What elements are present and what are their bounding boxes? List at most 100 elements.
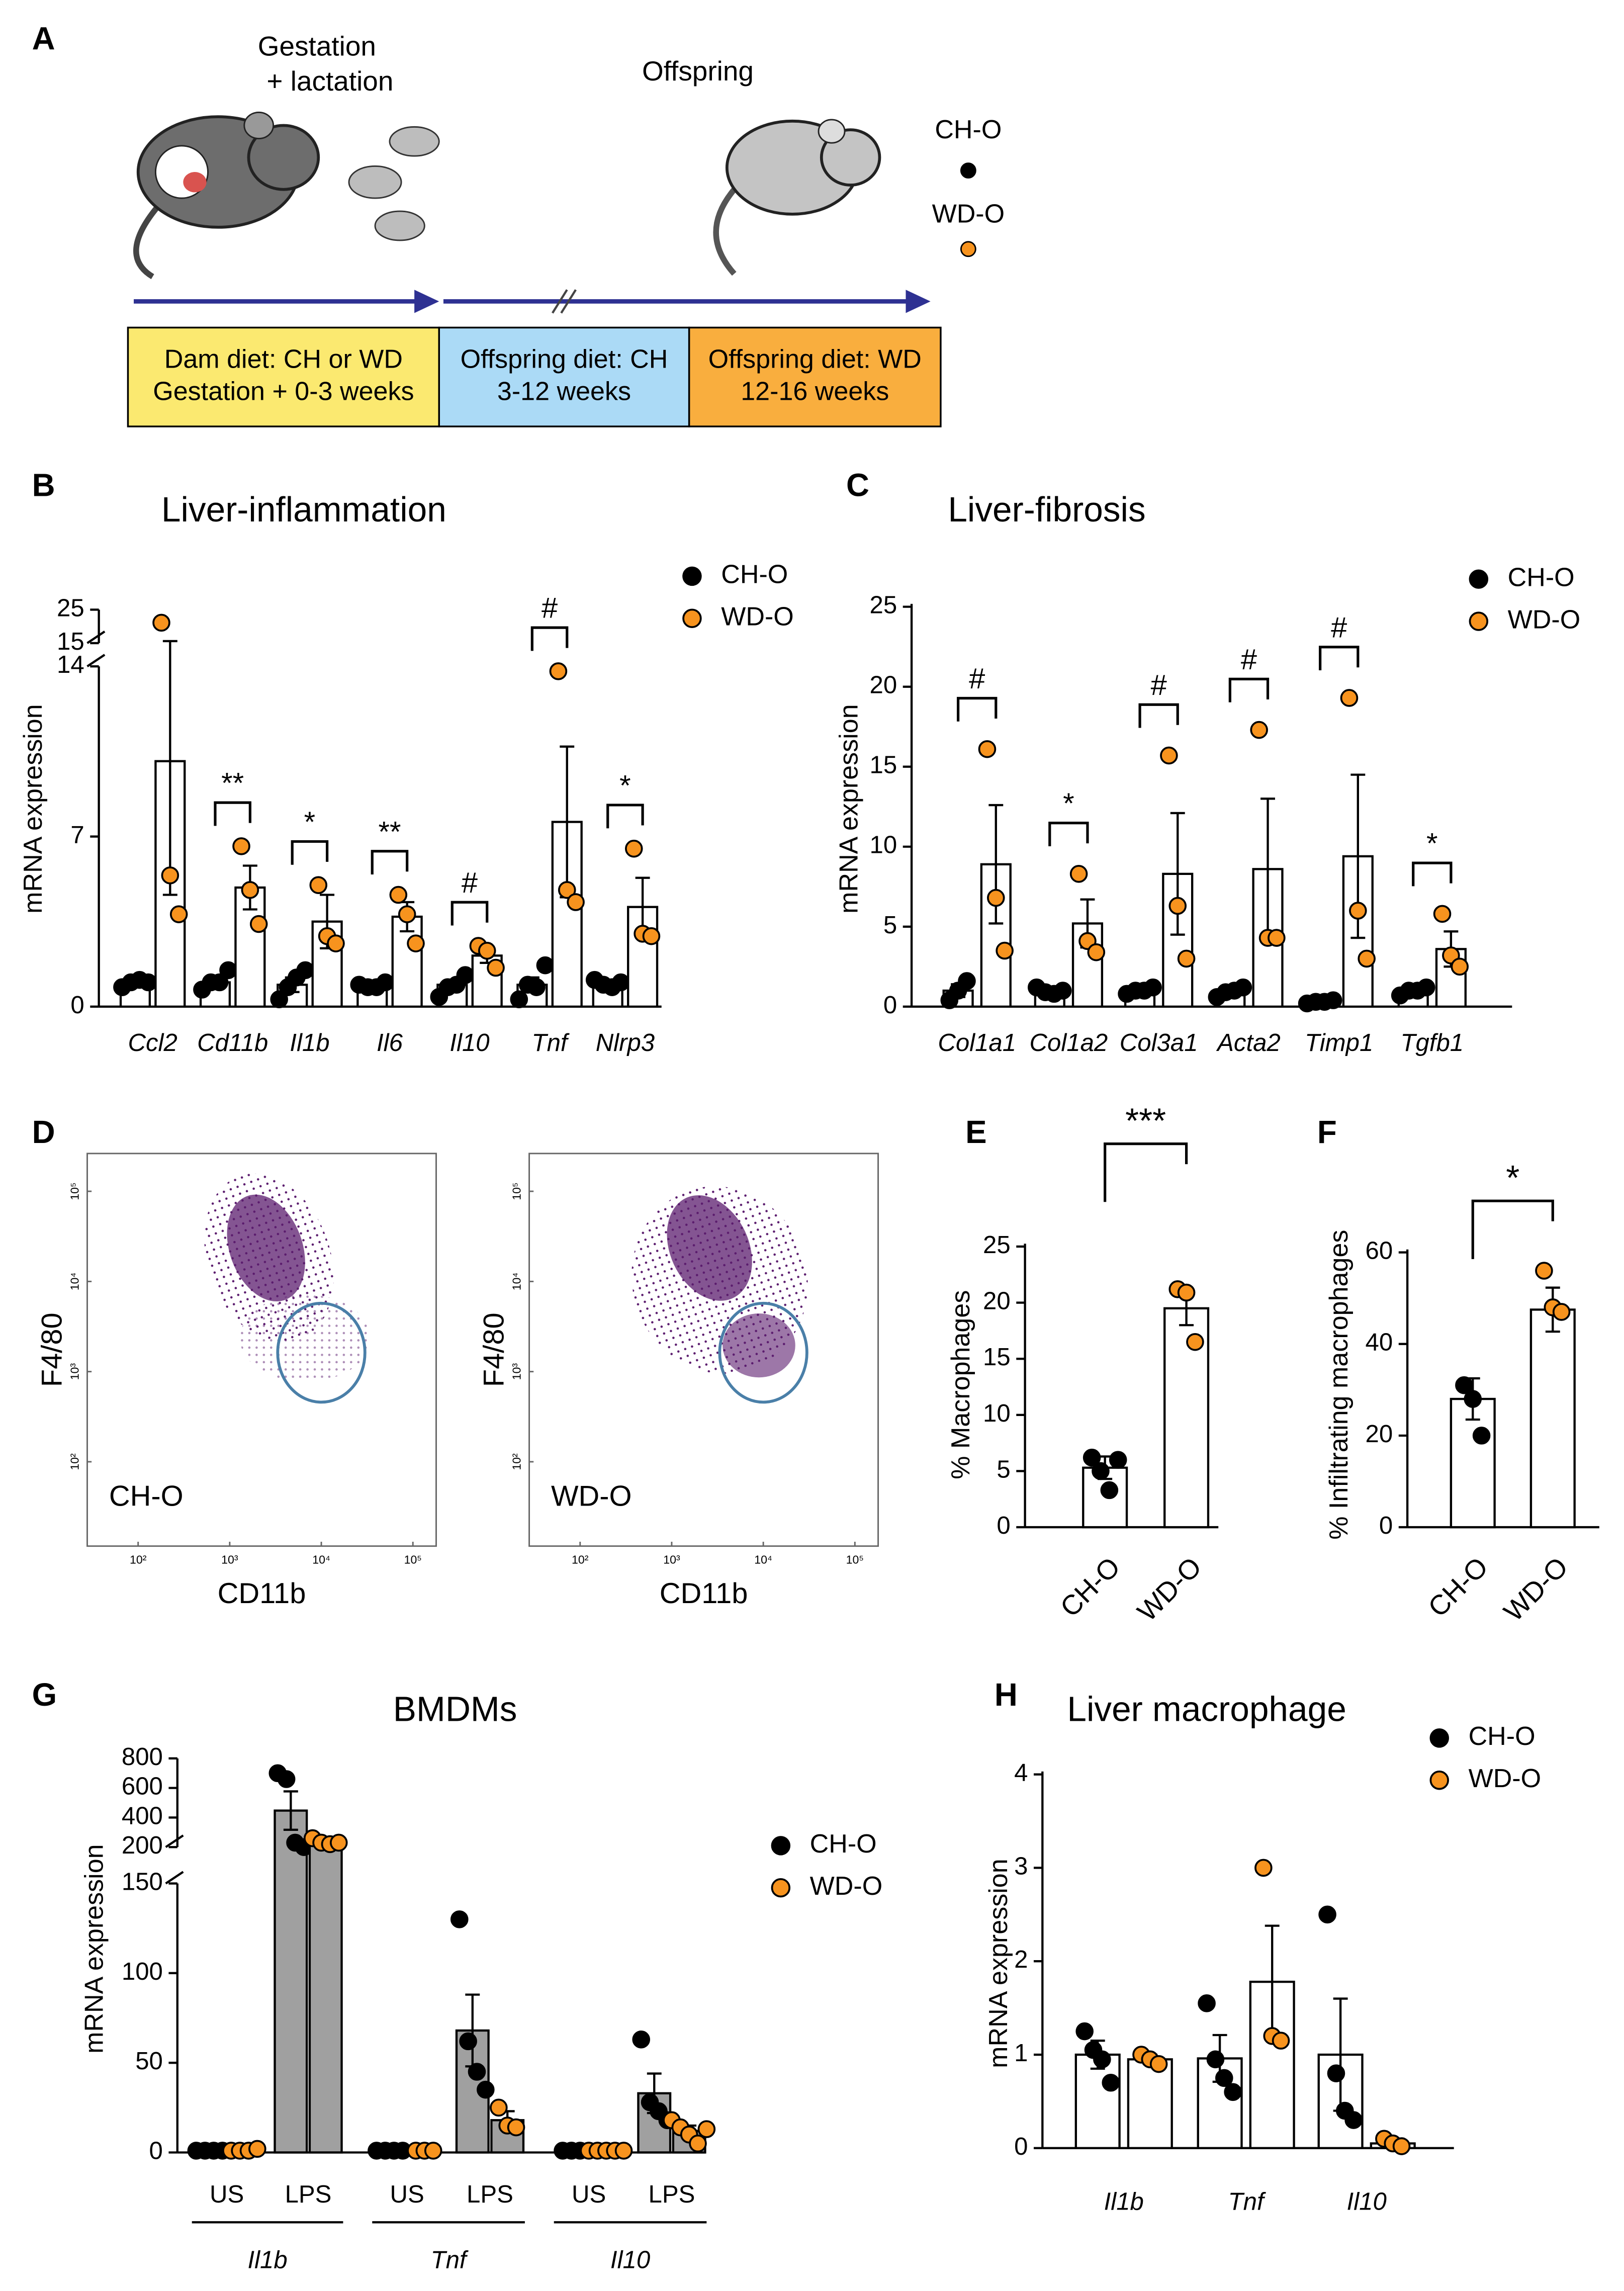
x-tick-label: Cd11b [197, 1029, 268, 1056]
offspring-mouse [713, 119, 881, 276]
significance-bracket [291, 840, 329, 865]
data-point [248, 2140, 266, 2158]
diet-box [438, 326, 690, 427]
y-tick-label: 150 [122, 1869, 163, 1896]
y-tick-label: 15 [869, 752, 897, 779]
y-tick-label: 15 [57, 628, 84, 655]
pups [348, 126, 440, 241]
x-tick-label: Timp1 [1305, 1029, 1373, 1056]
data-point [1535, 1262, 1553, 1280]
y-tick-label: 10 [869, 832, 897, 859]
x-tick-label: Tgfb1 [1400, 1029, 1464, 1056]
data-point [1093, 2050, 1111, 2069]
significance-bracket [450, 901, 489, 926]
y-tick-label: 60 [1366, 1238, 1393, 1265]
significance-label: # [462, 867, 478, 899]
data-point [510, 990, 528, 1009]
x-tick-label: Il10 [449, 1029, 489, 1056]
x-tick-label: Tnf [1228, 2188, 1266, 2216]
flow-frame [528, 1153, 879, 1547]
y-tick-label: 25 [57, 594, 84, 622]
group-label: Il1b [247, 2246, 287, 2273]
data-point [1082, 1448, 1101, 1467]
data-point [1324, 991, 1342, 1009]
significance-label: # [1331, 611, 1347, 644]
data-point [632, 2031, 651, 2049]
data-point [327, 934, 345, 952]
x-tick-label: 10³ [221, 1553, 238, 1566]
data-point [296, 961, 315, 980]
y-tick-label: 10⁵ [510, 1182, 523, 1200]
bar [471, 954, 503, 1008]
x-tick-label: LPS [285, 2181, 332, 2208]
y-axis-label: F4/80 [478, 1312, 510, 1387]
data-point [507, 2118, 525, 2137]
diet-box-text: Dam diet: CH or WD [164, 345, 403, 374]
panel-label: F [1317, 1114, 1337, 1150]
data-point [1149, 2055, 1168, 2073]
data-point [1075, 2022, 1094, 2041]
data-point [152, 613, 170, 632]
data-point [1464, 1390, 1482, 1408]
significance-bracket [1104, 1142, 1188, 1202]
data-point [697, 2120, 716, 2138]
x-tick-label: 10³ [663, 1553, 680, 1566]
data-point [1069, 865, 1088, 883]
data-point [241, 881, 259, 899]
legend-marker [682, 608, 702, 628]
data-point [398, 905, 416, 923]
legend-label: WD-O [810, 1872, 883, 1901]
diet-box [688, 326, 942, 427]
data-point [210, 973, 229, 992]
y-tick-label: 5 [997, 1456, 1010, 1483]
data-point [1168, 897, 1187, 915]
data-point [456, 966, 475, 984]
x-tick-label: Il10 [1347, 2188, 1387, 2216]
data-point [329, 1833, 348, 1852]
y-axis-label: mRNA expression [80, 1844, 109, 2054]
data-point [958, 972, 976, 990]
bar [1249, 1980, 1295, 2149]
data-point [161, 866, 179, 885]
y-tick-label: 25 [983, 1231, 1011, 1259]
data-point [1392, 2137, 1411, 2155]
legend-marker [960, 241, 976, 257]
x-tick-label: Nlrp3 [596, 1029, 655, 1056]
flow-cloud [204, 1173, 808, 1382]
y-tick-label: 5 [883, 912, 897, 939]
gate [718, 1301, 808, 1404]
x-tick-label: Ccl2 [128, 1029, 177, 1056]
data-point [1272, 2032, 1290, 2050]
legend-marker [1429, 1728, 1449, 1748]
significance-bracket [214, 801, 251, 826]
x-tick-label: 10⁵ [404, 1553, 422, 1566]
panel-label: G [32, 1677, 57, 1713]
panel-label: E [965, 1114, 986, 1150]
significance-bracket [1228, 677, 1270, 702]
data-point [1268, 929, 1286, 947]
chart-title: Liver-inflammation [161, 490, 446, 529]
data-point [1177, 1283, 1196, 1302]
data-point [642, 927, 661, 945]
data-point [1358, 949, 1376, 968]
data-point [468, 2063, 486, 2081]
plot-label: WD-O [551, 1480, 632, 1513]
x-tick-label: Acta2 [1216, 1029, 1281, 1056]
bar [308, 1840, 343, 2154]
data-point [614, 2142, 633, 2160]
legend-marker [771, 1836, 791, 1856]
data-point [487, 958, 505, 977]
data-point [1250, 721, 1268, 739]
y-tick-label: 10 [983, 1400, 1011, 1427]
stage-label: + lactation [266, 65, 393, 97]
significance-label: * [619, 770, 631, 802]
significance-bracket [1412, 861, 1453, 887]
data-point [1234, 978, 1252, 997]
data-point [978, 740, 997, 758]
significance-label: * [1506, 1158, 1519, 1197]
x-tick-label: Col1a1 [938, 1029, 1016, 1056]
legend-label: CH-O [1469, 1722, 1536, 1751]
data-point [1087, 943, 1106, 961]
timeline-arrow [134, 289, 931, 314]
